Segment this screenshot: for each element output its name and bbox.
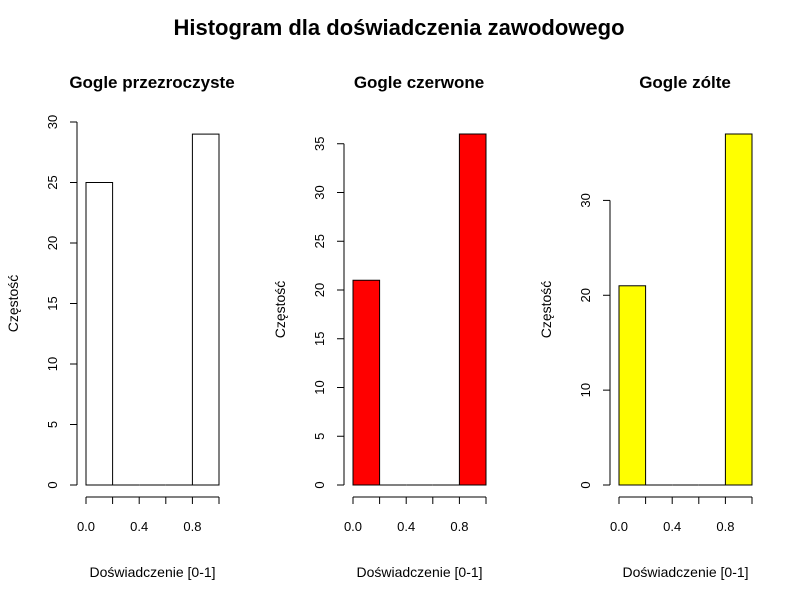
y-tick-label: 25 [312, 234, 327, 248]
y-tick-label: 10 [312, 380, 327, 394]
y-axis-label: Częstość [272, 281, 288, 339]
y-tick-label: 0 [578, 481, 593, 488]
y-tick-label: 25 [45, 175, 60, 189]
figure-title: Histogram dla doświadczenia zawodowego [173, 15, 624, 40]
y-tick-label: 30 [312, 185, 327, 199]
histogram-panels: Gogle przezroczyste 0 5 10 15 20 25 30 0.0 0.4 0.8… [5, 73, 753, 580]
y-tick-label: 35 [312, 137, 327, 151]
y-tick-label: 20 [45, 236, 60, 250]
y-tick-label: 5 [312, 433, 327, 440]
x-tick-label: 0.4 [130, 519, 148, 534]
panel-title: Gogle zólte [639, 73, 731, 92]
y-tick-label: 10 [45, 357, 60, 371]
panel-title: Gogle czerwone [354, 73, 484, 92]
y-tick-label: 0 [45, 481, 60, 488]
x-tick-label: 0.0 [77, 519, 95, 534]
histogram-panel-3: Gogle zólte 0 10 20 30 0.0 0.4 0.8 Doświadczenie… [538, 73, 753, 580]
panel-title: Gogle przezroczyste [69, 73, 234, 92]
x-tick-label: 0.0 [344, 519, 362, 534]
y-tick-label: 30 [578, 193, 593, 207]
x-axis-label: Doświadczenie [0-1] [622, 564, 748, 580]
histogram-panel-1: Gogle przezroczyste 0 5 10 15 20 25 30 0.0 0.4 0.8… [5, 73, 235, 580]
x-axis-label: Doświadczenie [0-1] [356, 564, 482, 580]
y-axis-label: Częstość [538, 281, 554, 339]
histogram-bar [618, 285, 647, 486]
y-tick-label: 30 [45, 115, 60, 129]
y-tick-label: 20 [578, 288, 593, 302]
x-tick-label: 0.8 [716, 519, 734, 534]
x-axis-label: Doświadczenie [0-1] [89, 564, 215, 580]
y-tick-label: 0 [312, 481, 327, 488]
x-tick-label: 0.4 [397, 519, 415, 534]
y-tick-label: 15 [45, 296, 60, 310]
x-tick-label: 0.4 [663, 519, 681, 534]
histogram-bar [352, 279, 381, 486]
histogram-bar [724, 133, 753, 486]
y-tick-label: 15 [312, 332, 327, 346]
histogram-bar [191, 133, 220, 486]
x-tick-label: 0.0 [610, 519, 628, 534]
y-tick-label: 10 [578, 383, 593, 397]
y-tick-label: 5 [45, 421, 60, 428]
histogram-bar [458, 133, 487, 486]
histogram-panel-2: Gogle czerwone 0 5 10 15 20 25 30 35 0.0 0.4 0.8 Doś… [272, 73, 487, 580]
x-tick-label: 0.8 [183, 519, 201, 534]
y-axis-label: Częstość [5, 275, 21, 333]
histogram-bar [85, 182, 114, 486]
x-tick-label: 0.8 [450, 519, 468, 534]
y-tick-label: 20 [312, 283, 327, 297]
